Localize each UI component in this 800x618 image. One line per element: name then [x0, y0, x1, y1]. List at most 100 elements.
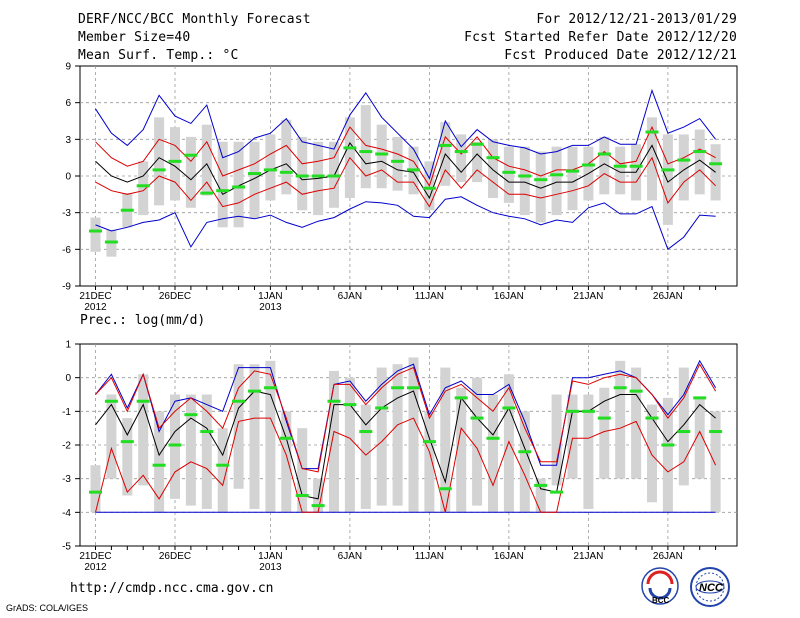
y-tick-label: 3 — [65, 135, 71, 146]
ensemble-box — [535, 151, 546, 223]
ensemble-box — [678, 134, 689, 201]
median-marker — [200, 430, 214, 434]
ensemble-box — [170, 394, 180, 499]
ensemble-box — [503, 146, 514, 203]
x-tick-label: 26JAN — [653, 291, 683, 302]
ensemble-box — [138, 374, 149, 486]
ensemble-box — [440, 367, 451, 513]
ensemble-box — [631, 367, 642, 479]
median-marker — [295, 174, 309, 178]
prec-panel-label: Prec.: log(mm/d) — [80, 313, 205, 328]
ensemble-box — [519, 146, 530, 216]
ncc-logo-text: NCC — [699, 582, 724, 594]
median-marker — [232, 185, 246, 189]
x-tick-label: 1JAN — [258, 551, 282, 562]
ensemble-box — [535, 478, 546, 513]
median-marker — [422, 186, 436, 190]
source-url[interactable]: http://cmdp.ncc.cma.gov.cn — [70, 581, 274, 596]
median-marker — [120, 440, 134, 444]
y-tick-label: -4 — [62, 508, 71, 519]
x-tick-label: 21DEC — [79, 551, 111, 562]
bcc-logo-text: BCC — [652, 596, 670, 605]
ensemble-box — [90, 217, 101, 252]
x-tick-label: 11JAN — [415, 291, 444, 302]
median-marker — [709, 162, 723, 166]
median-marker — [438, 487, 452, 491]
ensemble-box — [249, 364, 260, 509]
ensemble-box — [154, 117, 165, 206]
chart-title: DERF/NCC/BCC Monthly Forecast — [78, 12, 311, 27]
median-marker — [200, 191, 214, 195]
x-tick-label: 26JAN — [653, 551, 683, 562]
median-marker — [486, 156, 500, 160]
median-marker — [454, 396, 468, 400]
median-marker — [152, 463, 166, 467]
fcst-started-date: Fcst Started Refer Date 2012/12/20 — [464, 30, 737, 45]
median-marker — [693, 396, 707, 400]
median-marker — [470, 142, 484, 146]
median-marker — [311, 504, 325, 508]
median-marker — [136, 184, 150, 188]
median-marker — [391, 386, 405, 390]
median-marker — [168, 443, 182, 447]
y-tick-label: 0 — [65, 373, 71, 384]
median-marker — [248, 389, 261, 393]
ensemble-box — [567, 146, 578, 211]
ensemble-box — [201, 124, 212, 196]
median-marker — [470, 416, 484, 420]
ensemble-box — [360, 105, 371, 189]
ensemble-box — [297, 136, 308, 211]
median-marker — [502, 170, 516, 174]
median-marker — [486, 436, 500, 440]
median-marker — [295, 494, 309, 497]
y-tick-label: -9 — [62, 282, 71, 293]
ensemble-box — [551, 394, 562, 486]
median-marker — [566, 409, 579, 413]
mean-plus-sd-line — [95, 363, 717, 473]
median-marker — [279, 436, 293, 440]
ensemble-box — [297, 428, 308, 513]
median-marker — [534, 483, 548, 487]
x-tick-label: 16JAN — [494, 551, 524, 562]
ensemble-box — [201, 394, 212, 509]
ensemble-box — [281, 119, 292, 195]
ensemble-box — [233, 364, 244, 489]
x-tick-sublabel: 2013 — [259, 302, 282, 313]
ensemble-box — [329, 370, 339, 513]
ensemble-box — [106, 394, 117, 479]
median-marker — [216, 189, 230, 193]
grads-credit: GrADS: COLA/IGES — [6, 603, 89, 613]
median-marker — [629, 389, 643, 393]
x-tick-label: 26DEC — [159, 551, 191, 562]
x-tick-sublabel: 2012 — [84, 302, 107, 313]
ensemble-box — [456, 387, 467, 513]
y-tick-label: 1 — [65, 340, 71, 351]
ensemble-mean-line — [95, 142, 716, 200]
median-marker — [438, 143, 452, 147]
mean-minus-sd-line — [95, 156, 716, 208]
median-marker — [391, 159, 405, 163]
median-marker — [375, 406, 389, 410]
ensemble-box — [138, 161, 149, 216]
median-marker — [359, 430, 373, 434]
median-marker — [89, 490, 102, 494]
fcst-produced-date: Fcst Produced Date 2012/12/21 — [504, 48, 737, 63]
ensemble-box — [503, 374, 514, 513]
ensemble-box — [344, 377, 355, 513]
median-marker — [677, 430, 691, 434]
ncc-logo: NCC — [690, 567, 730, 607]
median-marker — [311, 174, 325, 178]
ensemble-box — [710, 411, 721, 513]
ensemble-box — [615, 146, 626, 195]
ensemble-box — [472, 377, 483, 506]
ensemble-box — [408, 357, 419, 513]
y-tick-label: 0 — [65, 172, 71, 183]
median-marker — [104, 240, 118, 244]
ensemble-box — [281, 411, 292, 513]
median-marker — [327, 174, 341, 178]
median-marker — [168, 159, 182, 163]
forecast-period: For 2012/12/21-2013/01/29 — [536, 12, 737, 27]
